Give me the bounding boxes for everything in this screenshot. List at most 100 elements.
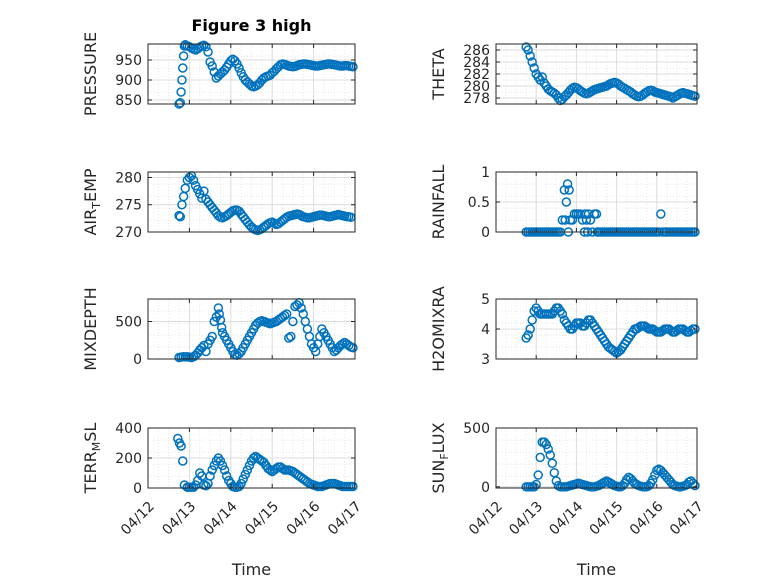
data-point <box>192 184 203 195</box>
data-point <box>175 211 186 222</box>
data-point <box>277 463 288 474</box>
y-axis-label: RAINFALL <box>429 165 448 240</box>
data-point <box>199 40 209 50</box>
data-points <box>174 298 358 363</box>
y-axis-label: H2OMIXRA <box>429 286 448 372</box>
y-axis-label: SUNFLUX <box>429 422 451 493</box>
data-point <box>178 456 188 466</box>
data-point <box>557 309 568 319</box>
data-point <box>541 439 551 450</box>
y-axis-label: MIXDEPTH <box>81 287 100 370</box>
data-points <box>521 303 700 358</box>
y-axis-label: TERRMSL <box>81 423 103 495</box>
y-tick-label: 280 <box>463 79 490 95</box>
y-tick-label: 284 <box>463 55 490 71</box>
data-point <box>248 453 259 463</box>
y-tick-label: 270 <box>115 225 142 241</box>
data-point <box>561 197 572 207</box>
data-point <box>284 333 294 343</box>
data-point <box>201 481 211 491</box>
data-point <box>176 87 186 97</box>
axes-box <box>147 298 356 360</box>
data-point <box>581 215 592 225</box>
data-point <box>535 452 545 463</box>
data-point <box>562 179 573 189</box>
data-point <box>203 47 213 57</box>
data-point <box>176 441 186 451</box>
y-tick-label: 850 <box>115 93 142 109</box>
data-point <box>286 331 296 342</box>
data-point <box>621 475 632 485</box>
axes-box <box>495 427 698 489</box>
data-point <box>240 469 251 480</box>
y-tick-label: 1 <box>481 165 490 181</box>
data-point <box>609 346 620 357</box>
y-tick-label: 278 <box>463 91 490 107</box>
data-point <box>214 309 224 319</box>
subplot-5: 0 500 MIXDEPTH <box>81 287 358 371</box>
axes-box <box>147 43 356 105</box>
data-point <box>690 91 700 101</box>
data-point <box>215 456 226 466</box>
data-point <box>207 61 217 71</box>
data-point <box>527 57 537 67</box>
data-point <box>348 481 358 492</box>
data-points <box>174 40 358 109</box>
data-point <box>207 331 217 342</box>
data-point <box>533 470 543 480</box>
y-tick-label: 3 <box>481 352 490 368</box>
y-tick-label: 0.5 <box>468 195 490 211</box>
subplot-3: 270 275 280 AIRTEMP <box>81 168 356 241</box>
y-tick-label: 400 <box>115 421 142 437</box>
data-point <box>580 209 590 219</box>
y-tick-label: 0 <box>133 481 142 497</box>
axes-box <box>147 171 356 233</box>
data-point <box>337 339 348 349</box>
data-point <box>529 63 539 73</box>
data-point <box>591 209 602 219</box>
data-point <box>529 482 539 492</box>
data-point <box>547 458 558 469</box>
data-point <box>281 309 292 319</box>
data-point <box>648 475 658 485</box>
y-tick-label: 900 <box>115 73 142 89</box>
grid <box>495 171 698 233</box>
data-point <box>539 437 549 447</box>
data-point <box>178 63 188 73</box>
data-point <box>173 433 183 444</box>
data-point <box>525 324 535 334</box>
y-tick-label: 282 <box>463 67 490 83</box>
data-point <box>188 175 199 185</box>
y-tick-label: 950 <box>115 53 142 69</box>
data-point <box>523 45 533 55</box>
data-point <box>690 480 700 491</box>
data-point <box>523 330 533 340</box>
y-tick-label: 280 <box>115 170 142 186</box>
data-point <box>527 315 537 325</box>
data-point <box>207 465 217 475</box>
y-tick-label: 286 <box>463 43 490 59</box>
data-points <box>521 42 700 106</box>
data-point <box>234 63 244 73</box>
y-tick-label: 0 <box>133 352 142 368</box>
figure-title: Figure 3 high <box>192 16 312 35</box>
data-point <box>560 215 570 225</box>
y-tick-label: 500 <box>115 315 142 331</box>
data-point <box>296 303 306 313</box>
y-axis-label: AIRTEMP <box>81 168 103 235</box>
data-point <box>219 465 230 475</box>
data-points <box>174 171 356 236</box>
y-axis-label: THETA <box>429 48 448 100</box>
data-point <box>174 210 184 221</box>
data-point <box>244 460 255 471</box>
y-axis-label: PRESSURE <box>81 32 100 116</box>
data-point <box>221 471 232 481</box>
subplot-6: 3 4 5 H2OMIXRA <box>429 286 700 372</box>
data-point <box>288 316 298 327</box>
data-point <box>348 62 358 72</box>
data-point <box>205 471 215 481</box>
subplot-4: 0 0.5 1 RAINFALL <box>429 165 700 241</box>
